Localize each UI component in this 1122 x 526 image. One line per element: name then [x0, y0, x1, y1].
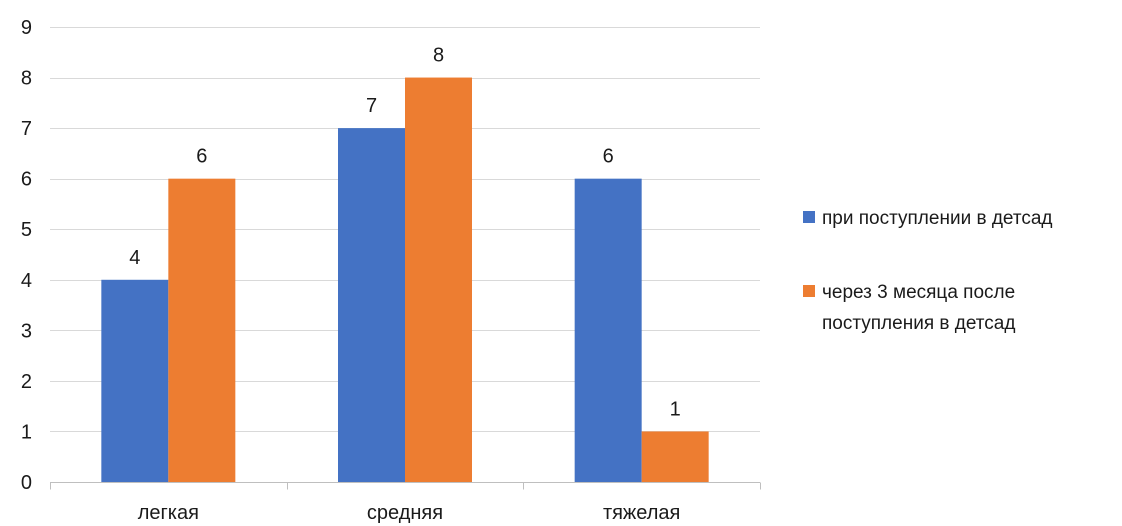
- bar-series-1: [338, 128, 405, 482]
- legend-label: поступления в детсад: [822, 313, 1015, 334]
- bar-series-2: [168, 178, 236, 482]
- data-label: 7: [366, 95, 377, 117]
- bar-series-1: [101, 279, 169, 482]
- bars: [101, 77, 709, 483]
- legend-label: через 3 месяца после: [822, 282, 1015, 303]
- y-tick-label: 3: [21, 320, 32, 342]
- data-label: 6: [196, 146, 207, 168]
- y-tick-label: 9: [21, 17, 32, 39]
- data-labels: 4 6 7 8 6 1: [129, 45, 680, 421]
- x-axis-tick-labels: легкая средняя тяжелая: [138, 502, 681, 524]
- y-tick-label: 4: [21, 270, 32, 292]
- y-tick-label: 2: [21, 371, 32, 393]
- x-tick-label: тяжелая: [603, 502, 680, 524]
- data-label: 1: [670, 398, 681, 420]
- data-label: 8: [433, 45, 444, 67]
- y-tick-label: 8: [21, 68, 32, 90]
- data-label: 4: [129, 247, 140, 269]
- y-tick-label: 0: [21, 472, 32, 494]
- y-tick-label: 5: [21, 219, 32, 241]
- bar-series-1: [574, 178, 642, 482]
- x-tick-label: средняя: [367, 502, 443, 524]
- bar-series-2: [641, 431, 709, 482]
- y-axis-tick-labels: 0 1 2 3 4 5 6 7 8 9: [21, 17, 32, 494]
- legend: при поступлении в детсад через 3 месяца п…: [803, 208, 1053, 334]
- y-tick-label: 7: [21, 118, 32, 140]
- x-tick-label: легкая: [138, 502, 199, 524]
- bar-series-2: [405, 77, 472, 483]
- legend-label: при поступлении в детсад: [822, 208, 1053, 229]
- legend-swatch: [803, 285, 815, 297]
- axes: [50, 482, 761, 490]
- legend-swatch: [803, 211, 815, 223]
- data-label: 6: [603, 146, 614, 168]
- y-tick-label: 1: [21, 421, 32, 443]
- y-tick-label: 6: [21, 169, 32, 191]
